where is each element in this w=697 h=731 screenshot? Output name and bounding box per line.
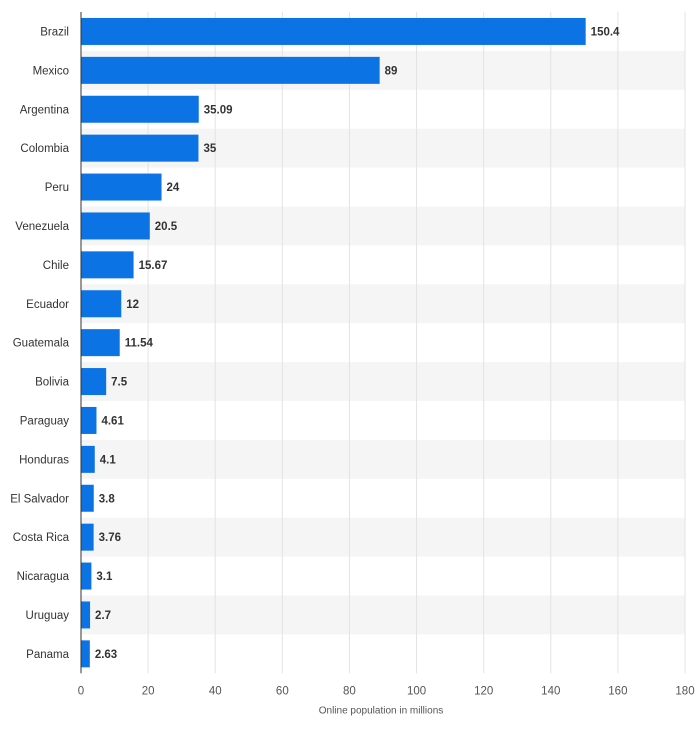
category-label: Costa Rica bbox=[13, 532, 70, 544]
category-label: Bolivia bbox=[35, 377, 69, 389]
value-label: 24 bbox=[167, 182, 180, 194]
x-tick-label: 120 bbox=[474, 685, 493, 697]
bar[interactable] bbox=[81, 173, 162, 201]
value-label: 3.1 bbox=[96, 571, 113, 583]
bar[interactable] bbox=[81, 17, 586, 45]
x-tick-label: 100 bbox=[407, 685, 426, 697]
value-label: 7.5 bbox=[111, 377, 128, 389]
category-label: Honduras bbox=[19, 454, 69, 466]
category-label: Ecuador bbox=[26, 299, 69, 311]
value-label: 3.76 bbox=[99, 532, 121, 544]
bar[interactable] bbox=[81, 368, 107, 396]
category-labels: Brazil Mexico Argentina Colombia Peru Venezue… bbox=[10, 26, 69, 660]
value-label: 4.61 bbox=[101, 415, 124, 427]
category-label: Mexico bbox=[33, 65, 69, 77]
category-label: El Salvador bbox=[10, 493, 69, 505]
bar[interactable] bbox=[81, 484, 94, 512]
value-label: 89 bbox=[385, 65, 398, 77]
bar[interactable] bbox=[81, 601, 91, 629]
bar[interactable] bbox=[81, 56, 380, 84]
bar[interactable] bbox=[81, 562, 92, 590]
value-label: 35 bbox=[203, 143, 216, 155]
x-tick-label: 180 bbox=[675, 685, 694, 697]
category-label: Guatemala bbox=[13, 338, 70, 350]
bar[interactable] bbox=[81, 95, 199, 123]
value-labels: 150.4 89 35.09 35 24 20.5 15.67 12 11.54 7.5 4.61 4… bbox=[95, 26, 620, 660]
x-axis-title: Online population in millions bbox=[319, 705, 444, 716]
bar[interactable] bbox=[81, 329, 120, 357]
value-label: 20.5 bbox=[155, 221, 178, 233]
value-label: 2.63 bbox=[95, 649, 117, 661]
value-label: 3.8 bbox=[99, 493, 116, 505]
bar[interactable] bbox=[81, 406, 97, 434]
row-stripe bbox=[81, 439, 685, 479]
row-stripe bbox=[81, 284, 685, 324]
x-tick-label: 40 bbox=[209, 685, 222, 697]
category-label: Brazil bbox=[40, 26, 69, 38]
category-label: Chile bbox=[43, 260, 69, 272]
gridlines bbox=[147, 12, 686, 674]
value-label: 35.09 bbox=[204, 104, 233, 116]
bar[interactable] bbox=[81, 251, 134, 279]
category-label: Venezuela bbox=[15, 221, 69, 233]
bar[interactable] bbox=[81, 212, 150, 240]
category-label: Colombia bbox=[20, 143, 69, 155]
x-tick-label: 80 bbox=[343, 685, 356, 697]
value-label: 11.54 bbox=[125, 338, 154, 350]
value-label: 15.67 bbox=[139, 260, 168, 272]
category-label: Nicaragua bbox=[17, 571, 70, 583]
x-tick-label: 140 bbox=[541, 685, 560, 697]
bar[interactable] bbox=[81, 523, 94, 551]
category-label: Paraguay bbox=[20, 415, 69, 427]
bar[interactable] bbox=[81, 290, 122, 318]
value-label: 2.7 bbox=[95, 610, 111, 622]
row-stripes bbox=[81, 50, 685, 635]
row-stripe bbox=[81, 517, 685, 557]
category-label: Argentina bbox=[20, 104, 70, 116]
bar[interactable] bbox=[81, 640, 90, 668]
category-label: Uruguay bbox=[26, 610, 70, 622]
x-tick-labels: 0 20 40 60 80 100 120 140 160 180 bbox=[78, 685, 695, 697]
category-label: Peru bbox=[45, 182, 69, 194]
x-tick-label: 60 bbox=[276, 685, 289, 697]
x-tick-label: 20 bbox=[142, 685, 155, 697]
value-label: 4.1 bbox=[100, 454, 117, 466]
value-label: 12 bbox=[126, 299, 139, 311]
x-tick-label: 160 bbox=[608, 685, 627, 697]
category-label: Panama bbox=[26, 649, 69, 661]
bar[interactable] bbox=[81, 445, 95, 473]
bar[interactable] bbox=[81, 134, 199, 162]
value-label: 150.4 bbox=[591, 26, 620, 38]
row-stripe bbox=[81, 206, 685, 246]
x-tick-label: 0 bbox=[78, 685, 84, 697]
bars bbox=[81, 17, 586, 668]
row-stripe bbox=[81, 362, 685, 401]
row-stripe bbox=[81, 595, 685, 635]
